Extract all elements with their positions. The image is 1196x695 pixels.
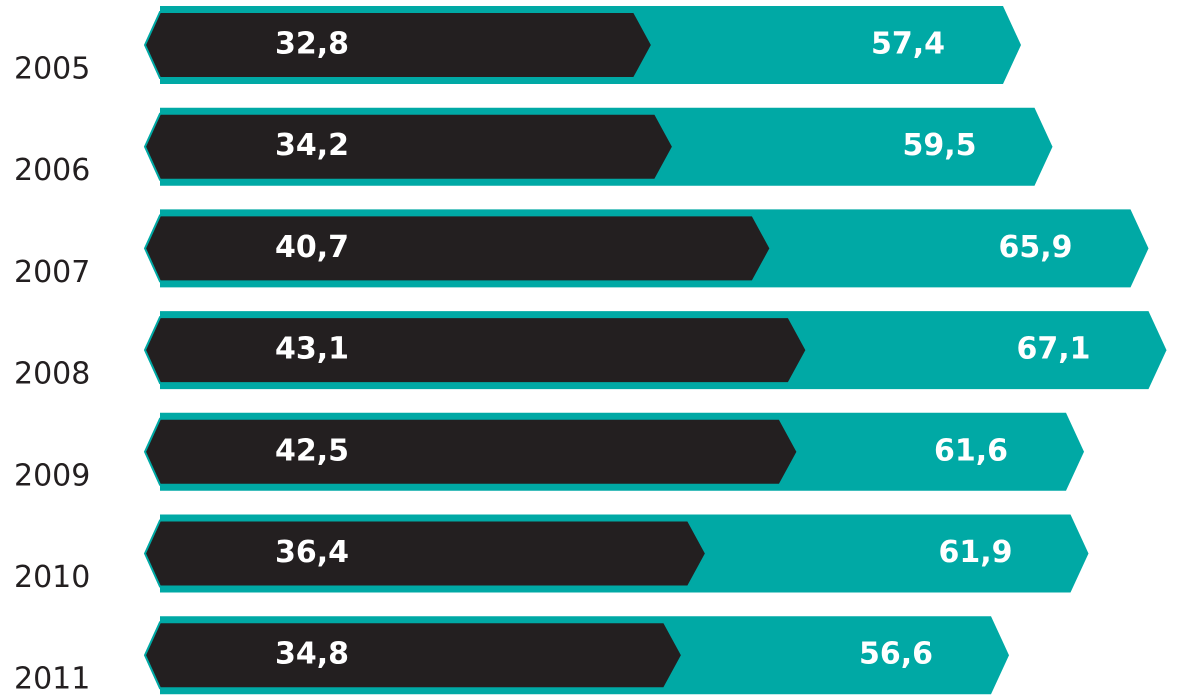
value-label: 59,5 [903, 128, 977, 163]
bar [143, 519, 708, 588]
bar [143, 621, 684, 690]
value-label: 57,4 [871, 27, 945, 62]
bar [143, 11, 654, 79]
value-label: 32,8 [275, 27, 349, 62]
value-label: 42,5 [275, 433, 349, 468]
value-label: 67,1 [1017, 332, 1091, 367]
value-label: 34,2 [275, 128, 349, 163]
value-label: 65,9 [999, 230, 1073, 265]
value-label: 43,1 [275, 332, 349, 367]
bar [143, 417, 799, 486]
value-label: 61,9 [939, 535, 1013, 570]
year-label: 2010 [14, 560, 90, 595]
value-label: 34,8 [275, 637, 349, 672]
year-label: 2009 [14, 458, 90, 493]
year-label: 2005 [14, 52, 90, 87]
bar [143, 112, 675, 181]
value-label: 61,6 [934, 433, 1008, 468]
year-label: 2008 [14, 357, 90, 392]
year-label: 2007 [14, 255, 90, 290]
year-label: 2011 [14, 662, 90, 695]
bar [143, 214, 772, 283]
value-label: 40,7 [275, 230, 349, 265]
value-label: 36,4 [275, 535, 349, 570]
year-label: 2006 [14, 153, 90, 188]
bar [143, 316, 808, 385]
value-label: 56,6 [859, 637, 933, 672]
